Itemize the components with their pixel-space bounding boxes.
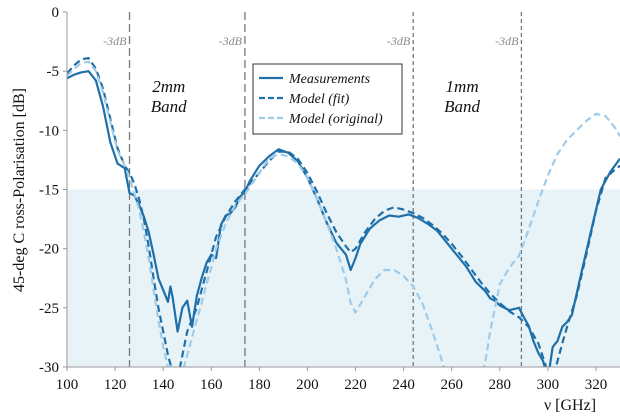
x-tick-label: 200 (296, 377, 319, 393)
band-label: 1mm Band (444, 77, 480, 116)
legend-entry: Model (original) (288, 112, 383, 127)
y-tick-label: -30 (39, 360, 59, 376)
x-tick-label: 220 (344, 377, 367, 393)
y-tick-label: -15 (39, 183, 59, 199)
x-tick-label: 260 (440, 377, 463, 393)
series-line (67, 57, 620, 367)
x-tick-label: 240 (392, 377, 415, 393)
legend-entry: Measurements (288, 72, 371, 87)
x-tick-label: 320 (585, 377, 608, 393)
shaded-region (67, 189, 620, 367)
x-tick-label: 280 (489, 377, 512, 393)
series-line (67, 60, 620, 367)
x-tick-label: 100 (56, 377, 79, 393)
minus-3db-label: -3dB (219, 34, 243, 48)
x-tick-label: 160 (200, 377, 223, 393)
y-tick-label: -20 (39, 242, 59, 258)
x-tick-label: 120 (104, 377, 127, 393)
legend-entry: Model (fit) (288, 92, 350, 107)
y-tick-label: 0 (52, 5, 60, 21)
minus-3db-label: -3dB (387, 34, 411, 48)
y-tick-label: -25 (39, 301, 59, 317)
band-label: 2mm Band (151, 77, 187, 116)
x-tick-label: 300 (537, 377, 560, 393)
y-axis-title: 45-deg C ross-Polarisation [dB] (11, 88, 28, 292)
minus-3db-label: -3dB (103, 34, 127, 48)
x-tick-label: 140 (152, 377, 175, 393)
y-tick-label: -10 (39, 123, 59, 139)
minus-3db-label: -3dB (495, 34, 519, 48)
x-tick-label: 180 (248, 377, 271, 393)
y-tick-label: -5 (47, 64, 60, 80)
x-axis-title: ν [GHz] (544, 397, 596, 414)
